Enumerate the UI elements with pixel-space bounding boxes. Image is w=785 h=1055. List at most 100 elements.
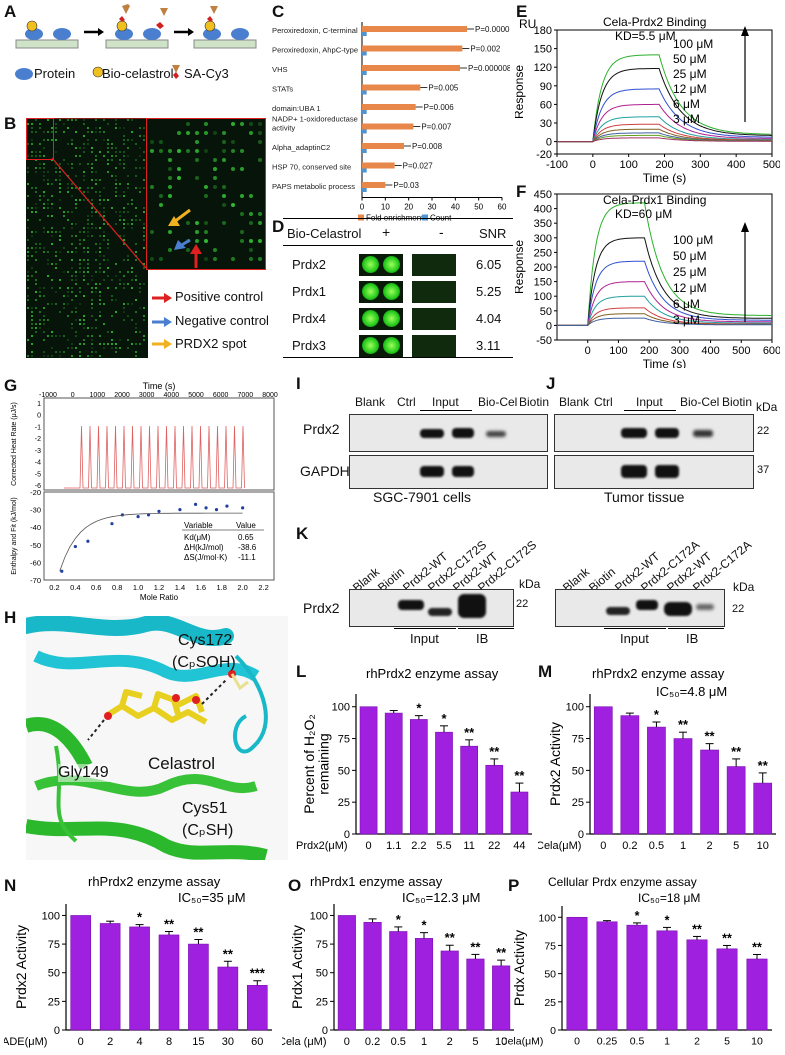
f-conc-label: 6 μM xyxy=(673,297,700,311)
spr-x-tick-label: 100 xyxy=(619,159,637,171)
chart-significance: ** xyxy=(731,744,742,759)
spr-curve xyxy=(557,317,772,326)
i-caption: SGC-7901 cells xyxy=(373,489,472,505)
c-count-bar xyxy=(362,129,367,134)
k-left-ib: IB xyxy=(476,631,489,646)
c-pvalue-label: P=0.000008 xyxy=(468,64,510,73)
d-row-label: Prdx1 xyxy=(292,284,326,299)
spr-curve xyxy=(557,260,772,326)
g-x-label: Mole Ratio xyxy=(140,593,179,602)
chart-y-tick-label: 0 xyxy=(578,829,584,841)
c-term-label: Peroxiredoxin, C-terminal xyxy=(272,26,358,35)
chart-y-tick-label: 25 xyxy=(338,797,350,809)
chart-bar xyxy=(647,726,666,835)
table-header-minus: - xyxy=(439,224,444,240)
c-fold-bar xyxy=(362,45,463,52)
spr-curve xyxy=(557,68,772,143)
g-data-point xyxy=(60,569,64,573)
j-mw-22: 22 xyxy=(757,425,770,437)
panel-label-d: D xyxy=(272,217,285,236)
k-right-ib: IB xyxy=(686,631,699,646)
c-x-tick-label: 20 xyxy=(404,203,413,212)
docking-structure-image xyxy=(26,616,288,860)
g-x-tick: 1.8 xyxy=(217,583,227,592)
spr-y-tick-label: 50 xyxy=(540,306,552,318)
spr-curve xyxy=(557,237,772,326)
chart-significance: *** xyxy=(250,966,266,981)
g-top-y-tick: 0 xyxy=(37,413,41,420)
chart-x-tick-label: 0.2 xyxy=(365,1036,380,1048)
c-pvalue-label: P=0.03 xyxy=(393,181,419,190)
k-mw-right: 22 xyxy=(732,603,745,615)
chart-x-tick-label: 4 xyxy=(137,1036,143,1048)
d-row-label: Prdx2 xyxy=(292,257,326,272)
microarray-zoom-image xyxy=(146,118,266,270)
g-x-tick: 0.4 xyxy=(70,583,80,592)
chart-y-tick-label: 50 xyxy=(544,969,556,981)
spr-y-axis-label: Response xyxy=(515,240,526,294)
g-table-val: 0.65 xyxy=(238,533,254,542)
c-term-label: STATs xyxy=(272,85,293,94)
d-snr-value: 6.05 xyxy=(476,257,502,272)
chart-y-tick-label: 0 xyxy=(344,829,350,841)
g-top-y-tick: -3 xyxy=(35,448,41,455)
f-conc-label: 3 μM xyxy=(673,313,700,327)
c-x-tick-label: 50 xyxy=(474,203,483,212)
chart-x-tick-label: 2 xyxy=(107,1036,113,1048)
chart-x-tick-label: 5 xyxy=(724,1036,730,1048)
g-top-x-tick: 4000 xyxy=(164,392,180,399)
chart-y-tick-label: 50 xyxy=(316,968,328,980)
chart-x-name: Cela (μM) xyxy=(282,1036,327,1048)
chart-y-axis-label: Prdx2 Activity xyxy=(13,925,29,1009)
zoom-region-box xyxy=(26,118,54,160)
e-conc-label: 3 μM xyxy=(673,112,700,126)
chart-bar xyxy=(188,943,209,1031)
g-table-val: -38.6 xyxy=(238,543,257,552)
e-conc-label: 100 μM xyxy=(673,37,713,51)
f-conc-arrowhead xyxy=(741,222,749,232)
c-pvalue-label: P=0.00005 xyxy=(475,25,510,34)
chart-bar xyxy=(337,915,356,1031)
j-kda: kDa xyxy=(756,400,778,414)
chart-ic50: IC₅₀=35 μM xyxy=(178,890,246,905)
chart-bar xyxy=(389,931,408,1031)
chart-bar xyxy=(99,923,121,1031)
spr-y-tick-label: 90 xyxy=(540,81,552,93)
spr-y-tick-label: 150 xyxy=(534,277,552,289)
spr-y-tick-label: 180 xyxy=(534,25,552,37)
chart-x-tick-label: 10 xyxy=(757,840,769,852)
chart-y-tick-label: 0 xyxy=(54,1025,60,1037)
chart-bar xyxy=(510,791,529,835)
spr-y-tick-label: 30 xyxy=(540,118,552,130)
chart-x-tick-label: 15 xyxy=(192,1036,204,1048)
c-pvalue-label: P=0.027 xyxy=(403,162,434,171)
table-header-snr: SNR xyxy=(479,226,507,241)
chart-x-tick-label: 0.5 xyxy=(630,1036,645,1048)
protein-microarray-image xyxy=(26,118,148,358)
c-term-label: activity xyxy=(272,124,295,133)
chart-significance: ** xyxy=(678,717,689,732)
chart-x-tick-label: 0 xyxy=(78,1036,84,1048)
chart-x-tick-label: 60 xyxy=(251,1036,263,1048)
spr-y-tick-label: 350 xyxy=(534,218,552,230)
g-x-tick: 0.6 xyxy=(91,583,101,592)
k-right-input: Input xyxy=(620,631,649,646)
chart-y-tick-label: 0 xyxy=(322,1025,328,1037)
c-fold-bar xyxy=(362,104,416,110)
chart-bar xyxy=(466,958,485,1031)
chart-x-name: Prdx2(μM) xyxy=(296,840,348,852)
chart-x-tick-label: 2 xyxy=(447,1036,453,1048)
chart-y-tick-label: 75 xyxy=(316,939,328,951)
chart-bar xyxy=(129,926,150,1031)
panel-label-h: H xyxy=(4,608,17,627)
g-data-point xyxy=(146,513,151,517)
c-fold-bar xyxy=(362,123,414,130)
g-top-x-tick: 2000 xyxy=(114,392,130,399)
g-data-point xyxy=(204,506,208,510)
k-left-ib-bracket xyxy=(458,628,514,629)
g-bot-y-tick: -70 xyxy=(30,576,41,585)
chart-x-tick-label: 2 xyxy=(694,1036,700,1048)
i-col-biotin: Biotin xyxy=(519,395,550,409)
spr-y-tick-label: 0 xyxy=(546,320,552,332)
chart-bar xyxy=(217,966,239,1031)
